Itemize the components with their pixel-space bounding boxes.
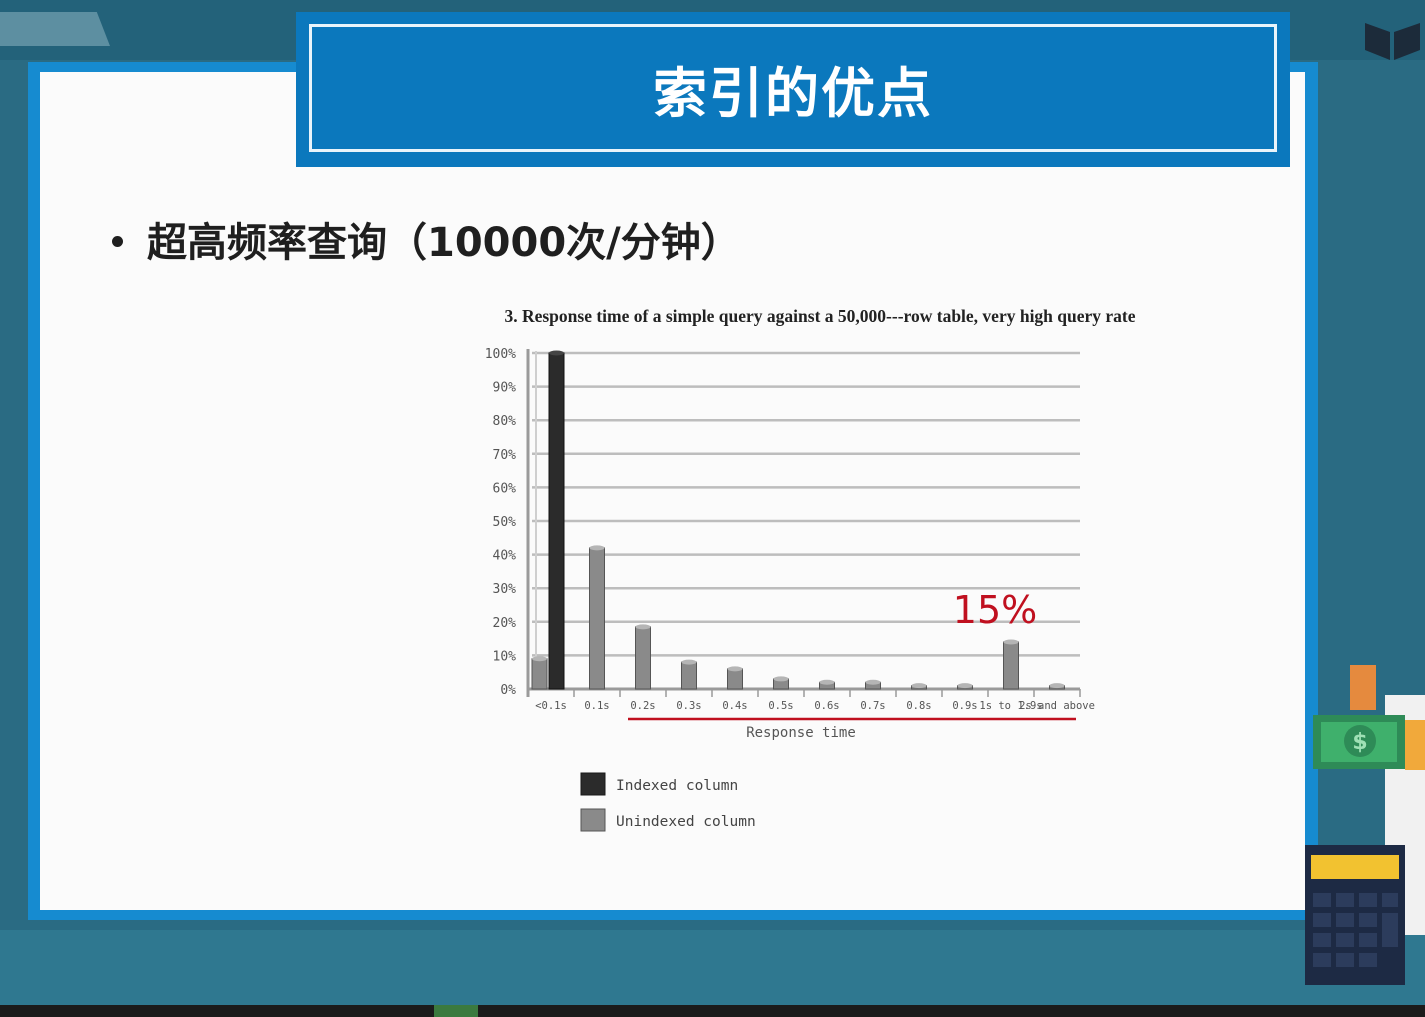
bar-cap bbox=[865, 679, 881, 685]
x-tick-label: 0.6s bbox=[814, 700, 839, 712]
y-tick-label: 100% bbox=[485, 347, 516, 362]
bar-indexed bbox=[548, 352, 565, 690]
bar-cap bbox=[1049, 683, 1065, 689]
y-tick-label: 10% bbox=[493, 649, 517, 664]
svg-text:$: $ bbox=[1352, 730, 1367, 755]
bar-unindexed bbox=[681, 661, 697, 690]
legend-swatch-indexed bbox=[580, 772, 606, 796]
slide-title: 索引的优点 bbox=[653, 61, 933, 125]
x-tick-label: 0.1s bbox=[584, 700, 609, 712]
x-tick-label: 0.9s bbox=[952, 700, 977, 712]
slide-canvas bbox=[40, 72, 1305, 910]
annotation-15-percent: 15% bbox=[953, 588, 1037, 632]
legend-swatch-unindexed bbox=[580, 808, 606, 832]
bar-unindexed bbox=[1003, 641, 1019, 690]
x-tick-label: 0.8s bbox=[906, 700, 931, 712]
response-time-chart: 3. Response time of a simple query again… bbox=[485, 306, 1136, 832]
chart-axes bbox=[526, 349, 1081, 697]
bar-unindexed bbox=[727, 668, 743, 690]
chart-bars bbox=[531, 350, 1065, 690]
x-tick-label: 1s to 1.9s bbox=[979, 700, 1042, 712]
bar-cap bbox=[1003, 639, 1019, 645]
background-bottom-band bbox=[0, 930, 1425, 1005]
taskbar bbox=[0, 1005, 1425, 1017]
background-tab-shape bbox=[0, 12, 110, 46]
money-calculator-illustration: $ bbox=[1305, 665, 1425, 985]
book-icon bbox=[1365, 23, 1420, 60]
bar-cap bbox=[911, 683, 927, 689]
y-tick-label: 20% bbox=[493, 616, 517, 631]
legend-label-unindexed: Unindexed column bbox=[616, 814, 756, 830]
y-tick-label: 80% bbox=[493, 414, 517, 429]
x-tick-label: 2s and above bbox=[1019, 700, 1095, 712]
bar-cap bbox=[773, 676, 789, 682]
y-tick-label: 40% bbox=[493, 549, 517, 564]
bar-cap bbox=[727, 666, 743, 672]
bar-unindexed bbox=[589, 547, 605, 690]
bullet-text: 超高频率查询（10000次/分钟） bbox=[147, 220, 741, 266]
bar-cap bbox=[532, 656, 547, 662]
bar-cap bbox=[549, 350, 564, 356]
legend-label-indexed: Indexed column bbox=[616, 778, 738, 794]
x-tick-label: <0.1s bbox=[535, 700, 567, 712]
bar-cap bbox=[957, 683, 973, 689]
bar-cap bbox=[589, 545, 605, 551]
y-tick-label: 0% bbox=[500, 683, 516, 698]
y-tick-label: 90% bbox=[493, 381, 517, 396]
y-tick-label: 60% bbox=[493, 481, 517, 496]
x-tick-label: 0.5s bbox=[768, 700, 793, 712]
chart-legend: Indexed column Unindexed column bbox=[580, 772, 756, 832]
bar-cap bbox=[635, 624, 651, 630]
chart-title: 3. Response time of a simple query again… bbox=[504, 306, 1135, 326]
chart-x-tick-labels: <0.1s 0.1s 0.2s 0.3s 0.4s 0.5s 0.6s 0.7s 0.8s 0.9… bbox=[535, 700, 1095, 712]
chart-y-tick-labels: 0% 10% 20% 30% 40% 50% 60% 70% 80% 90% 100% bbox=[485, 347, 516, 698]
x-tick-label: 0.3s bbox=[676, 700, 701, 712]
bullet-dot-icon bbox=[112, 235, 123, 247]
x-tick-label: 0.7s bbox=[860, 700, 885, 712]
bullet-point: 超高频率查询（10000次/分钟） bbox=[112, 210, 741, 268]
x-tick-label: 0.2s bbox=[630, 700, 655, 712]
taskbar-active-item bbox=[434, 1005, 478, 1017]
y-tick-label: 50% bbox=[493, 515, 517, 530]
chart-gridlines bbox=[532, 351, 1080, 691]
y-tick-label: 70% bbox=[493, 448, 517, 463]
bar-cap bbox=[819, 679, 835, 685]
bar-cap bbox=[681, 659, 697, 665]
x-tick-label: 0.4s bbox=[722, 700, 747, 712]
bar-unindexed bbox=[635, 626, 651, 690]
title-inner-frame: 索引的优点 bbox=[309, 24, 1277, 152]
x-axis-label: Response time bbox=[746, 725, 856, 741]
bar-unindexed bbox=[531, 658, 548, 690]
y-tick-label: 30% bbox=[493, 582, 517, 597]
title-bar bbox=[296, 12, 1290, 167]
